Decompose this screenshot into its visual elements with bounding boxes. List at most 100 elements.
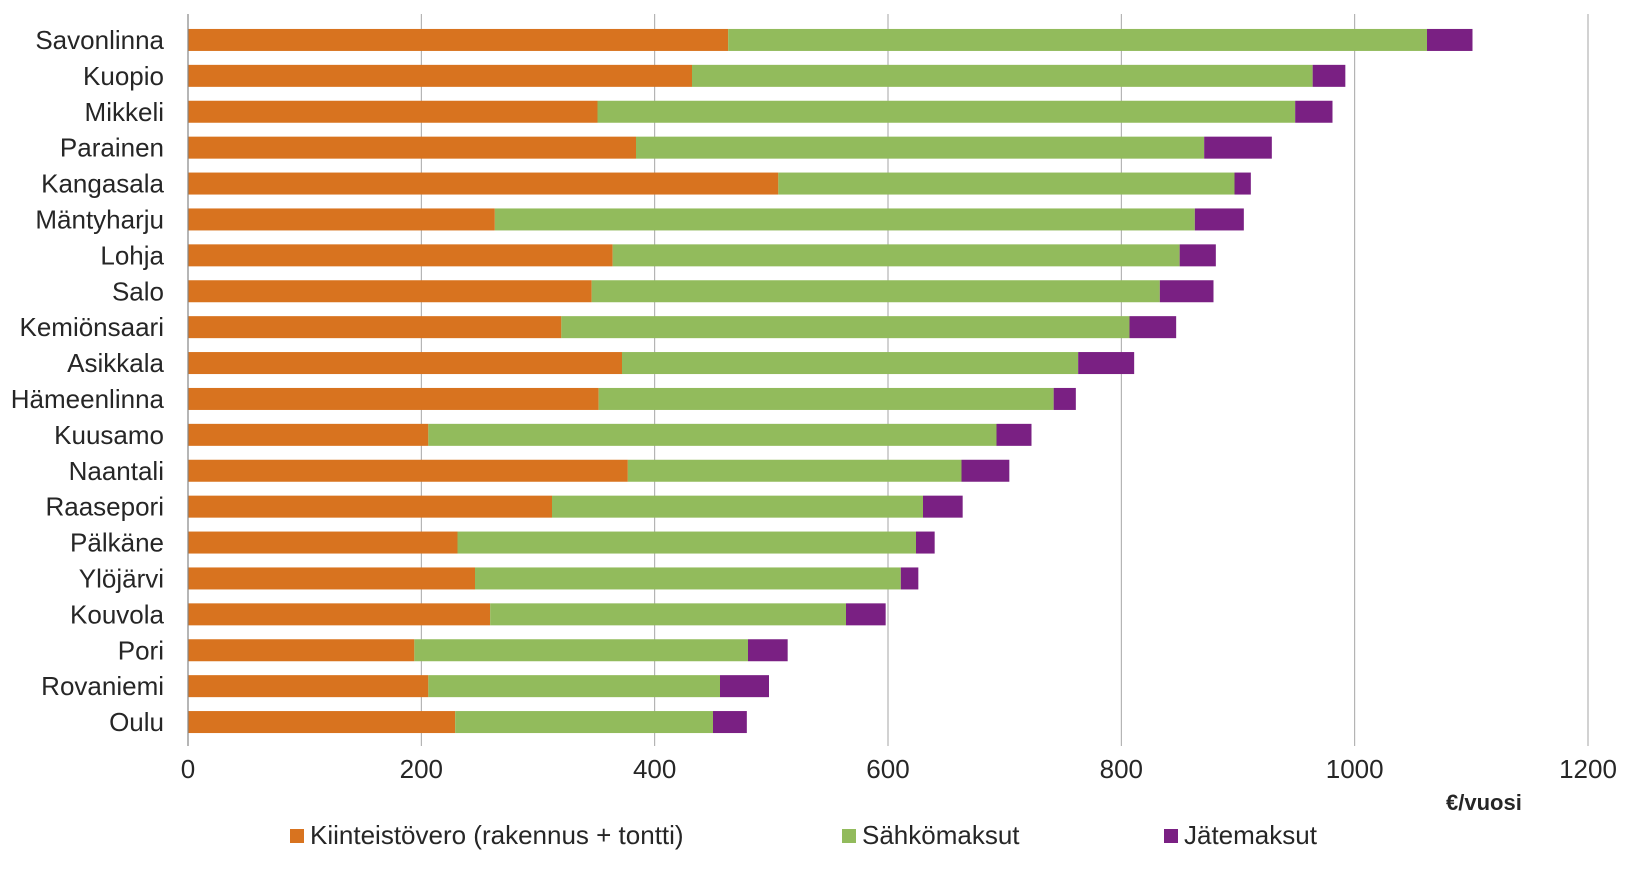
bar-kiinteistovero-3 [188, 136, 636, 159]
bar-jatemaksut-16 [846, 603, 886, 626]
bar-sahkomaksut-9 [622, 352, 1079, 375]
category-label-0: Savonlinna [35, 25, 164, 55]
legend-item-sahkomaksut: Sähkömaksut [842, 820, 1020, 851]
x-tick-labels: 0 200 400 600 800 1000 1200 [181, 754, 1617, 784]
bar-jatemaksut-9 [1078, 352, 1135, 375]
category-label-17: Pori [118, 635, 164, 665]
category-label-13: Raasepori [45, 492, 164, 522]
bar-kiinteistovero-13 [188, 495, 552, 518]
bar-jatemaksut-2 [1295, 100, 1333, 123]
bar-jatemaksut-8 [1129, 316, 1177, 339]
bar-jatemaksut-13 [923, 495, 963, 518]
legend-swatch-sahkomaksut [842, 828, 856, 843]
category-label-19: Oulu [109, 707, 164, 737]
category-label-3: Parainen [60, 133, 164, 163]
bar-sahkomaksut-13 [552, 495, 923, 518]
bar-jatemaksut-5 [1194, 208, 1244, 231]
bar-sahkomaksut-12 [627, 459, 962, 482]
category-label-4: Kangasala [41, 169, 164, 199]
bar-kiinteistovero-11 [188, 423, 429, 446]
x-tick-label-200: 200 [400, 754, 443, 784]
category-label-5: Mäntyharju [35, 204, 164, 234]
category-label-10: Hämeenlinna [11, 384, 165, 414]
category-labels: Savonlinna Kuopio Mikkeli Parainen Kangasala… [11, 25, 165, 737]
bar-sahkomaksut-4 [778, 172, 1235, 195]
bar-kiinteistovero-18 [188, 675, 429, 698]
bar-sahkomaksut-6 [612, 244, 1180, 267]
bar-kiinteistovero-15 [188, 567, 475, 590]
category-label-9: Asikkala [67, 348, 164, 378]
bar-jatemaksut-14 [916, 531, 935, 554]
x-tick-label-0: 0 [181, 754, 195, 784]
category-label-1: Kuopio [83, 61, 164, 91]
legend-label-sahkomaksut: Sähkömaksut [862, 820, 1020, 850]
bar-sahkomaksut-1 [692, 64, 1313, 87]
bar-sahkomaksut-18 [428, 675, 720, 698]
category-label-2: Mikkeli [85, 97, 164, 127]
legend: Kiinteistövero (rakennus + tontti) Sähkö… [0, 820, 1639, 860]
bar-kiinteistovero-2 [188, 100, 598, 123]
bar-sahkomaksut-0 [728, 28, 1427, 51]
gridlines [420, 14, 1589, 746]
bar-kiinteistovero-1 [188, 64, 692, 87]
bar-kiinteistovero-14 [188, 531, 458, 554]
bar-jatemaksut-11 [996, 423, 1032, 446]
bar-kiinteistovero-8 [188, 316, 562, 339]
bar-kiinteistovero-7 [188, 280, 592, 303]
bar-sahkomaksut-11 [428, 423, 997, 446]
bar-kiinteistovero-5 [188, 208, 495, 231]
bar-jatemaksut-0 [1427, 28, 1473, 51]
bar-kiinteistovero-9 [188, 352, 622, 375]
bar-jatemaksut-15 [900, 567, 919, 590]
bar-jatemaksut-17 [748, 639, 788, 662]
category-label-18: Rovaniemi [41, 671, 164, 701]
x-tick-label-400: 400 [633, 754, 676, 784]
legend-label-kiinteistovero: Kiinteistövero (rakennus + tontti) [310, 820, 684, 850]
bar-sahkomaksut-8 [561, 316, 1130, 339]
bar-sahkomaksut-10 [598, 387, 1054, 410]
bar-sahkomaksut-5 [494, 208, 1195, 231]
bar-sahkomaksut-3 [636, 136, 1205, 159]
chart-canvas: 0 200 400 600 800 1000 1200 Savonlinna Kuopio Mi… [11, 14, 1617, 784]
bar-jatemaksut-3 [1204, 136, 1272, 159]
category-label-12: Naantali [69, 456, 164, 486]
bar-sahkomaksut-15 [475, 567, 901, 590]
legend-label-jatemaksut: Jätemaksut [1184, 820, 1317, 850]
bar-jatemaksut-6 [1179, 244, 1216, 267]
bar-kiinteistovero-16 [188, 603, 491, 626]
bar-jatemaksut-4 [1234, 172, 1251, 195]
bar-kiinteistovero-4 [188, 172, 779, 195]
bar-jatemaksut-10 [1053, 387, 1076, 410]
bar-kiinteistovero-12 [188, 459, 628, 482]
x-tick-label-1000: 1000 [1326, 754, 1384, 784]
x-tick-label-1200: 1200 [1559, 754, 1617, 784]
bar-sahkomaksut-14 [457, 531, 916, 554]
category-label-15: Ylöjärvi [79, 563, 164, 593]
category-label-14: Pälkäne [70, 528, 164, 558]
x-axis-label: €/vuosi [1446, 790, 1522, 815]
x-tick-label-800: 800 [1100, 754, 1143, 784]
bar-sahkomaksut-7 [591, 280, 1160, 303]
bar-jatemaksut-18 [720, 675, 769, 698]
legend-swatch-jatemaksut [1164, 828, 1178, 843]
bar-kiinteistovero-10 [188, 387, 599, 410]
legend-item-jatemaksut: Jätemaksut [1164, 820, 1317, 851]
category-label-7: Salo [112, 276, 164, 306]
bar-kiinteistovero-0 [188, 28, 729, 51]
category-label-8: Kemiönsaari [19, 312, 164, 342]
x-tick-label-600: 600 [866, 754, 909, 784]
bar-jatemaksut-12 [961, 459, 1010, 482]
bar-kiinteistovero-6 [188, 244, 613, 267]
bar-sahkomaksut-16 [490, 603, 846, 626]
bar-jatemaksut-1 [1312, 64, 1346, 87]
bar-sahkomaksut-17 [414, 639, 748, 662]
bars [188, 28, 1473, 734]
category-label-6: Lohja [100, 240, 164, 270]
bar-sahkomaksut-2 [597, 100, 1296, 123]
bar-jatemaksut-19 [713, 711, 747, 734]
bar-kiinteistovero-17 [188, 639, 415, 662]
legend-item-kiinteistovero: Kiinteistövero (rakennus + tontti) [290, 820, 684, 851]
bar-kiinteistovero-19 [188, 711, 456, 734]
bar-jatemaksut-7 [1159, 280, 1214, 303]
